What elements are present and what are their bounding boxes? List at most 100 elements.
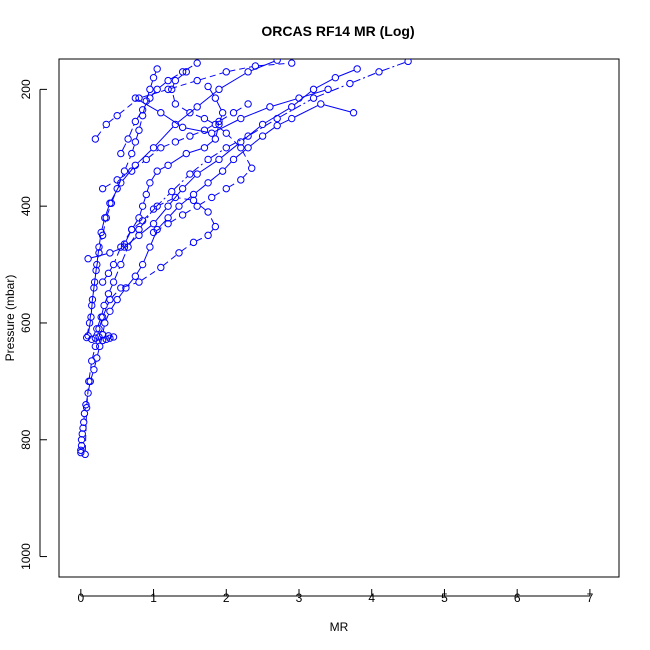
series-line-segment: [250, 119, 275, 135]
series-line-segment: [94, 267, 97, 279]
series-line-segment: [92, 349, 96, 358]
data-point: [138, 106, 147, 114]
data-point: [78, 430, 86, 438]
data-point: [288, 114, 296, 123]
data-point: [135, 94, 143, 102]
data-point: [95, 243, 103, 251]
data-point: [244, 100, 252, 108]
series-line-segment: [163, 114, 181, 126]
data-point: [77, 448, 85, 457]
data-point: [146, 85, 154, 94]
data-point: [248, 164, 256, 172]
series-line-segment: [241, 150, 251, 166]
data-point: [95, 325, 103, 333]
series-line-segment: [92, 285, 95, 297]
series-6: [84, 65, 361, 263]
series-line-segment: [88, 384, 91, 390]
series-line-segment: [219, 115, 223, 122]
series-line-segment: [170, 154, 184, 164]
series-line-segment: [215, 127, 219, 137]
series-line-segment: [172, 92, 176, 101]
data-point: [182, 149, 190, 158]
data-point: [138, 202, 147, 210]
data-point: [149, 73, 158, 82]
series-line-segment: [163, 142, 173, 148]
data-point: [258, 120, 267, 129]
x-tick-label: 1: [150, 591, 157, 605]
series-line-segment: [128, 124, 135, 137]
data-point: [135, 214, 143, 222]
data-point: [164, 219, 172, 228]
data-point: [77, 436, 86, 444]
data-point: [186, 132, 194, 140]
data-point: [113, 176, 121, 184]
series-line-segment: [235, 149, 246, 158]
series-line-segment: [151, 173, 156, 181]
data-point: [309, 94, 318, 102]
series-line-segment: [184, 175, 196, 187]
data-point: [237, 114, 245, 123]
data-point: [149, 205, 158, 213]
series-line-segment: [200, 72, 224, 81]
data-point: [168, 85, 176, 94]
data-point: [135, 231, 143, 240]
x-axis: 0 1 2 3 4 5 6 7: [77, 589, 594, 605]
series-line-segment: [103, 302, 110, 315]
data-point: [218, 109, 227, 117]
series-line-segment: [258, 62, 289, 67]
data-point: [218, 167, 227, 175]
series-line-segment: [122, 231, 131, 245]
series-line-segment: [137, 99, 159, 112]
series-line-segment: [155, 208, 167, 222]
data-point: [153, 85, 161, 94]
series-line-segment: [185, 207, 195, 214]
data-point: [124, 135, 132, 143]
series-line-segment: [243, 126, 261, 141]
data-point: [131, 272, 140, 280]
data-point: [109, 278, 118, 286]
data-point: [91, 334, 100, 342]
series-12: [149, 68, 256, 237]
data-point: [189, 196, 198, 205]
data-point: [138, 260, 147, 269]
y-axis: 200 400 600 800 1000: [19, 79, 47, 570]
series-line-segment: [123, 282, 137, 288]
data-point: [204, 82, 212, 91]
series-line-segment: [142, 104, 146, 113]
series-line-segment: [170, 216, 181, 223]
data-point: [171, 138, 180, 146]
data-point: [168, 187, 176, 196]
data-point: [77, 446, 85, 454]
data-point: [237, 176, 245, 184]
data-point: [211, 94, 220, 102]
series-line-segment: [118, 290, 125, 298]
series-line-segment: [178, 136, 188, 142]
data-point: [215, 85, 223, 94]
series-line-segment: [143, 100, 149, 108]
data-point: [208, 193, 216, 202]
y-tick-label: 400: [19, 196, 33, 216]
data-point: [317, 100, 325, 108]
data-point: [273, 121, 281, 130]
series-line-segment: [209, 88, 215, 96]
data-point: [122, 284, 130, 292]
data-point: [113, 111, 121, 120]
series-line-segment: [94, 360, 97, 367]
data-point: [146, 243, 154, 251]
data-point: [186, 170, 194, 178]
data-point: [204, 208, 212, 216]
series-line-segment: [125, 156, 131, 169]
series-line-segment: [171, 81, 195, 89]
series-line-segment: [207, 119, 213, 124]
data-point: [120, 243, 129, 251]
series-4: [84, 59, 281, 340]
data-point: [97, 228, 105, 237]
series-line-segment: [181, 196, 192, 205]
data-point: [82, 401, 90, 409]
series-line-segment: [242, 170, 250, 178]
x-tick-label: 2: [223, 591, 230, 605]
data-point: [117, 284, 125, 292]
data-point: [211, 120, 220, 129]
data-point: [91, 342, 100, 351]
data-point: [117, 260, 125, 269]
